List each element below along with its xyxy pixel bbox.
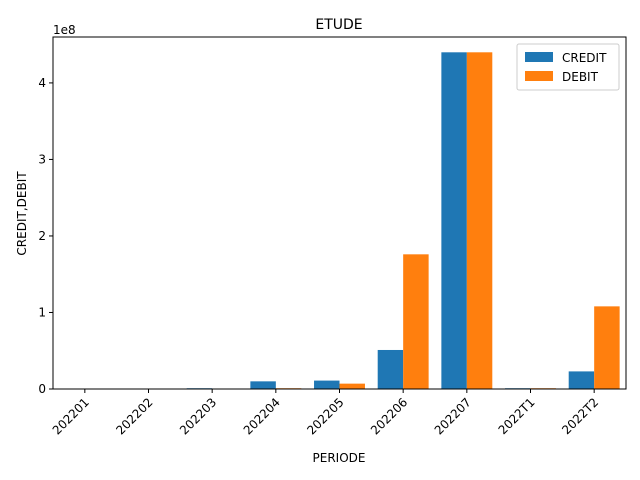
y-tick-label: 3: [38, 152, 46, 166]
y-tick-label: 2: [38, 229, 46, 243]
chart-title: ETUDE: [315, 17, 362, 33]
y-offset-label: 1e8: [53, 23, 76, 37]
bar-credit-202204: [250, 381, 276, 389]
bar-credit-2022T2: [568, 371, 595, 389]
legend-label-debit: DEBIT: [562, 70, 599, 84]
bar-credit-202206: [377, 349, 404, 389]
y-tick-label: 4: [38, 76, 46, 90]
legend-label-credit: CREDIT: [562, 51, 607, 65]
bar-debit-202206: [403, 254, 429, 389]
bar-credit-202207: [441, 52, 467, 389]
y-axis-label: CREDIT,DEBIT: [15, 171, 29, 256]
y-tick-label: 0: [38, 382, 46, 396]
bar-debit-202207: [466, 52, 493, 389]
x-axis-label: PERIODE: [313, 451, 366, 465]
legend-swatch-debit: [525, 71, 553, 81]
bar-debit-2022T2: [594, 306, 620, 389]
legend: CREDIT DEBIT: [516, 43, 620, 91]
y-tick-label: 1: [38, 305, 46, 319]
bar-credit-202205: [314, 380, 340, 389]
legend-swatch-credit: [525, 52, 553, 62]
bar-debit-202205: [339, 383, 365, 389]
